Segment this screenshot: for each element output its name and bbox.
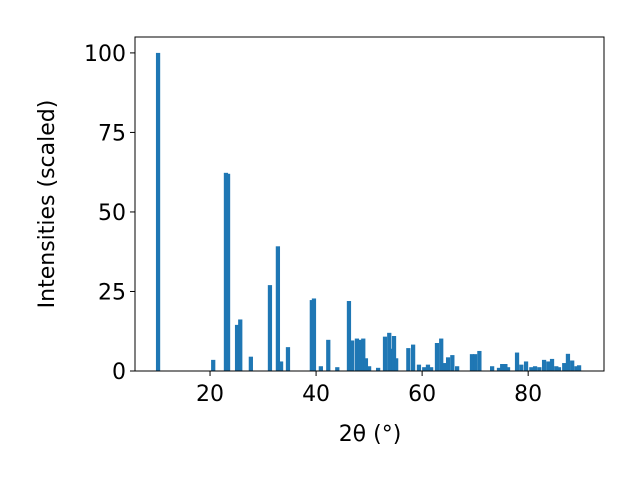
bar	[532, 366, 538, 371]
bar	[554, 366, 559, 371]
bar	[505, 367, 511, 371]
bar	[455, 366, 460, 371]
bar	[574, 366, 579, 371]
bar	[335, 367, 340, 371]
bar	[523, 361, 529, 371]
bar	[450, 355, 455, 371]
y-tick-label: 50	[98, 201, 126, 226]
bar	[425, 364, 431, 371]
bar	[366, 366, 372, 371]
y-tick-label: 75	[98, 121, 126, 146]
bar	[477, 350, 482, 371]
plot-frame	[134, 36, 605, 372]
bar	[503, 364, 508, 371]
bar	[500, 364, 505, 371]
x-tick-label: 80	[514, 382, 542, 407]
bar	[489, 366, 495, 371]
bar	[275, 246, 281, 371]
bar	[326, 339, 331, 371]
bar	[354, 338, 360, 371]
bar	[391, 336, 397, 371]
bar	[375, 367, 381, 371]
x-tick-label: 20	[196, 382, 224, 407]
bar	[422, 367, 427, 371]
y-tick-label: 0	[112, 360, 126, 385]
bar	[311, 298, 317, 371]
x-axis-label: 2θ (°)	[339, 422, 402, 447]
bar	[267, 285, 273, 371]
bar	[410, 344, 416, 371]
bar	[546, 361, 551, 371]
bar	[473, 354, 478, 371]
bar	[285, 347, 291, 371]
bar	[248, 356, 253, 371]
bar	[350, 340, 355, 371]
bar	[570, 360, 575, 371]
bar	[537, 367, 542, 371]
bar	[211, 359, 216, 371]
bar	[394, 358, 399, 371]
bar	[565, 353, 571, 371]
x-tick-label: 40	[302, 382, 330, 407]
bar	[361, 338, 366, 371]
y-tick-label: 25	[98, 280, 126, 305]
bar	[429, 367, 434, 371]
bar	[439, 338, 444, 371]
bar	[382, 336, 388, 371]
bar	[519, 364, 524, 371]
bar	[155, 52, 161, 372]
bar	[514, 352, 520, 371]
bar	[562, 363, 567, 371]
y-tick-label: 100	[84, 42, 126, 67]
bar	[496, 367, 502, 371]
bar	[469, 354, 475, 371]
bar	[318, 366, 323, 371]
bar	[442, 363, 447, 371]
bar	[389, 348, 394, 371]
bar	[234, 324, 240, 371]
bar	[416, 364, 422, 371]
bar	[576, 365, 582, 371]
bar	[278, 361, 284, 371]
bar	[225, 173, 231, 371]
bar	[346, 301, 352, 371]
bar	[445, 357, 451, 371]
bar	[363, 358, 369, 371]
bar	[357, 339, 363, 371]
bar	[556, 367, 562, 371]
x-tick-label: 60	[408, 382, 436, 407]
bar	[541, 359, 547, 371]
bar	[549, 358, 555, 371]
y-axis-label: Intensities (scaled)	[35, 100, 60, 309]
bar	[529, 367, 534, 371]
bar	[406, 348, 411, 371]
bar	[238, 319, 243, 371]
bar	[434, 343, 440, 371]
